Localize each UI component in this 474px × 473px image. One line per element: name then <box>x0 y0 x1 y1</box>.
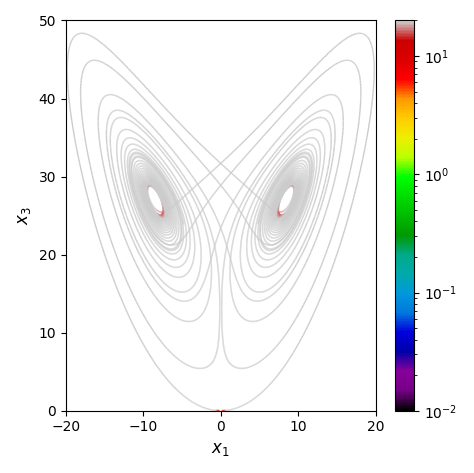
Y-axis label: $x_3$: $x_3$ <box>15 206 33 225</box>
X-axis label: $x_1$: $x_1$ <box>211 440 230 458</box>
